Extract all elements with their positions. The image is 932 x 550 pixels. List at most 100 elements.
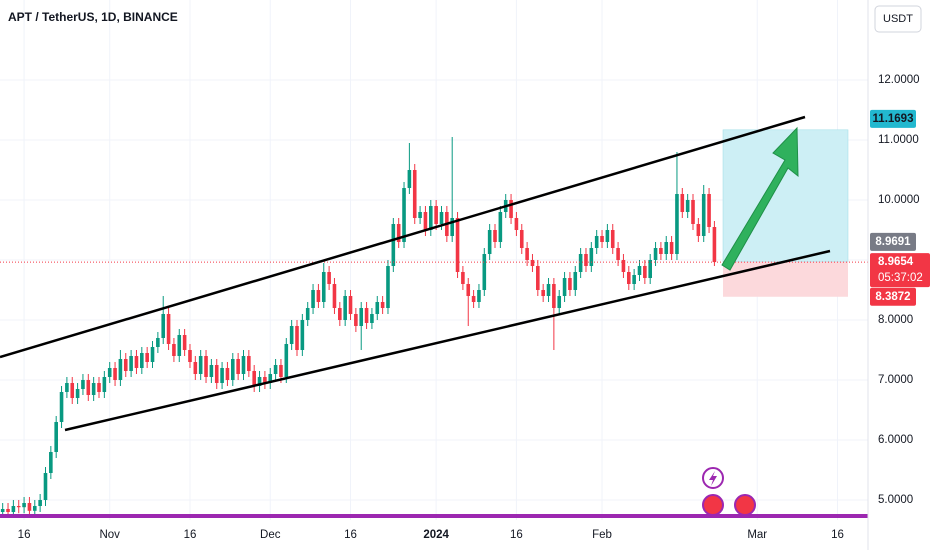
candle-body: [91, 383, 96, 396]
entry-label-box: [870, 232, 916, 251]
candle-body: [273, 365, 278, 375]
overlay: 5.00006.00007.00008.00009.000010.000011.…: [18, 74, 930, 541]
candle-body: [616, 247, 620, 260]
candle-body: [407, 169, 412, 188]
event-icon[interactable]: [702, 494, 724, 516]
candle-body: [450, 217, 454, 236]
candle-body: [225, 368, 230, 381]
candle-body: [32, 506, 37, 511]
candle-body: [680, 193, 685, 212]
candle-body: [402, 187, 406, 242]
y-tick-label: 7.0000: [878, 374, 913, 386]
candle-body: [621, 260, 626, 273]
candle-body: [43, 473, 48, 501]
candle-body: [637, 266, 642, 276]
stop-label: 8.3872: [875, 291, 910, 303]
candle-body: [525, 247, 529, 260]
candle-body: [113, 368, 117, 381]
candle-body: [75, 389, 80, 399]
candle-body: [562, 278, 567, 297]
x-tick-label: 16: [510, 529, 523, 541]
target-label: 11.1693: [873, 113, 914, 125]
target-label-box: [870, 109, 916, 128]
candle-body: [150, 347, 155, 363]
x-tick-label: 16: [344, 529, 357, 541]
candle-body: [536, 266, 540, 291]
y-tick-label: 5.0000: [878, 494, 913, 506]
candle-body: [11, 506, 16, 513]
last-price-box: [870, 253, 930, 288]
candle-body: [65, 383, 69, 393]
currency-button[interactable]: [874, 5, 922, 33]
x-tick-label: 16: [184, 529, 197, 541]
candle-body: [295, 326, 299, 351]
candle-body: [198, 356, 203, 375]
candle-body: [188, 350, 192, 363]
candle-body: [643, 266, 647, 279]
candle-body: [332, 284, 337, 309]
candle-body: [434, 205, 438, 224]
candle-body: [279, 365, 283, 378]
candle-body: [546, 284, 551, 297]
candle-body: [600, 235, 604, 242]
candle-body: [712, 226, 717, 263]
x-tick-label: Dec: [260, 529, 281, 541]
candle-body: [541, 290, 545, 297]
candle-body: [257, 377, 262, 387]
candle-body: [589, 247, 594, 267]
candle-body: [653, 247, 658, 260]
candle-body: [81, 380, 85, 390]
stop-label-box: [870, 287, 916, 306]
candle-body: [348, 296, 353, 315]
candle-body: [177, 335, 182, 357]
event-icon[interactable]: [734, 494, 756, 516]
candle-body: [386, 266, 390, 309]
candle-body: [359, 308, 364, 327]
candle-body: [230, 359, 235, 381]
candle-body: [632, 275, 636, 285]
y-tick-label: 8.0000: [878, 314, 913, 326]
arrow: [721, 126, 799, 271]
x-tick-label: 16: [831, 529, 844, 541]
y-tick-label: 12.0000: [878, 74, 920, 86]
candle-body: [123, 359, 128, 372]
entry-label: 8.9691: [875, 236, 911, 248]
candle-body: [396, 223, 401, 242]
candle-body: [466, 284, 471, 297]
candle-body: [145, 353, 149, 363]
currency-label: USDT: [883, 13, 913, 25]
candle-body: [236, 359, 240, 375]
candle-body: [97, 383, 101, 393]
candle-body: [252, 371, 256, 387]
candle-body: [107, 368, 112, 378]
candle-body: [140, 353, 144, 369]
candle-body: [305, 308, 310, 321]
candle-body: [691, 199, 695, 224]
candle-body: [364, 308, 369, 324]
candle-body: [605, 229, 610, 242]
candle-body: [418, 211, 422, 218]
candle-body: [316, 290, 321, 303]
candle-body: [557, 296, 562, 309]
y-tick-label: 6.0000: [878, 434, 913, 446]
candle-body: [391, 223, 396, 267]
candle-body: [59, 392, 64, 423]
candle-body: [669, 241, 674, 254]
candle-body: [610, 229, 615, 248]
candle-body: [509, 199, 513, 218]
candle-body: [156, 338, 160, 348]
x-tick-label: Feb: [592, 529, 612, 541]
candle-body: [102, 377, 107, 393]
candle-body: [327, 272, 331, 285]
channel-lower: [64, 249, 831, 432]
candle-body: [584, 253, 588, 267]
candle-body: [311, 290, 315, 309]
candle-body: [289, 326, 294, 345]
candle-body: [701, 193, 706, 236]
candle-body: [118, 359, 123, 381]
candle-body: [300, 320, 305, 351]
candle-body: [54, 422, 58, 453]
candle-body: [514, 217, 519, 230]
